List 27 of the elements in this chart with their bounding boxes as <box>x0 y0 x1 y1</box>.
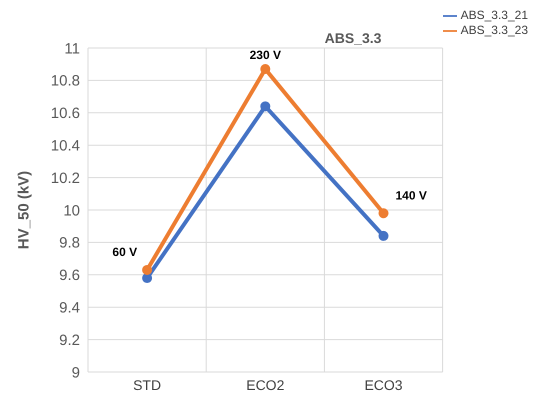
point <box>260 64 270 74</box>
y-tick-label: 10 <box>63 202 80 220</box>
y-tick-label: 10.6 <box>50 105 80 122</box>
point <box>260 101 270 112</box>
annotation: 140 V <box>396 188 427 202</box>
annotation: 230 V <box>250 48 281 62</box>
point <box>378 230 389 241</box>
x-tick-label: ECO3 <box>364 376 403 393</box>
annotation: 60 V <box>112 245 138 260</box>
x-tick-label: ECO2 <box>246 376 285 393</box>
legend-label: ABS_3.3_23 <box>460 22 528 37</box>
y-axis-title: HV_50 (kV) <box>15 170 32 250</box>
chart-title: ABS_3.3 <box>324 30 382 46</box>
y-tick-label: 10.2 <box>50 170 80 187</box>
point <box>378 208 389 218</box>
y-tick-label: 9.4 <box>59 300 80 317</box>
point <box>142 273 152 284</box>
y-tick-label: 9.8 <box>59 234 80 252</box>
y-tick-label: 9.2 <box>59 332 80 349</box>
x-tick-label: STD <box>133 376 162 393</box>
y-tick-label: 9.6 <box>59 267 80 284</box>
y-tick-label: 10.4 <box>50 138 80 155</box>
point <box>142 264 152 275</box>
legend-label: ABS_3.3_21 <box>460 8 528 22</box>
y-tick-label: 10.8 <box>50 72 80 90</box>
y-tick-label: 9 <box>72 364 80 382</box>
y-tick-label: 11 <box>64 40 80 58</box>
